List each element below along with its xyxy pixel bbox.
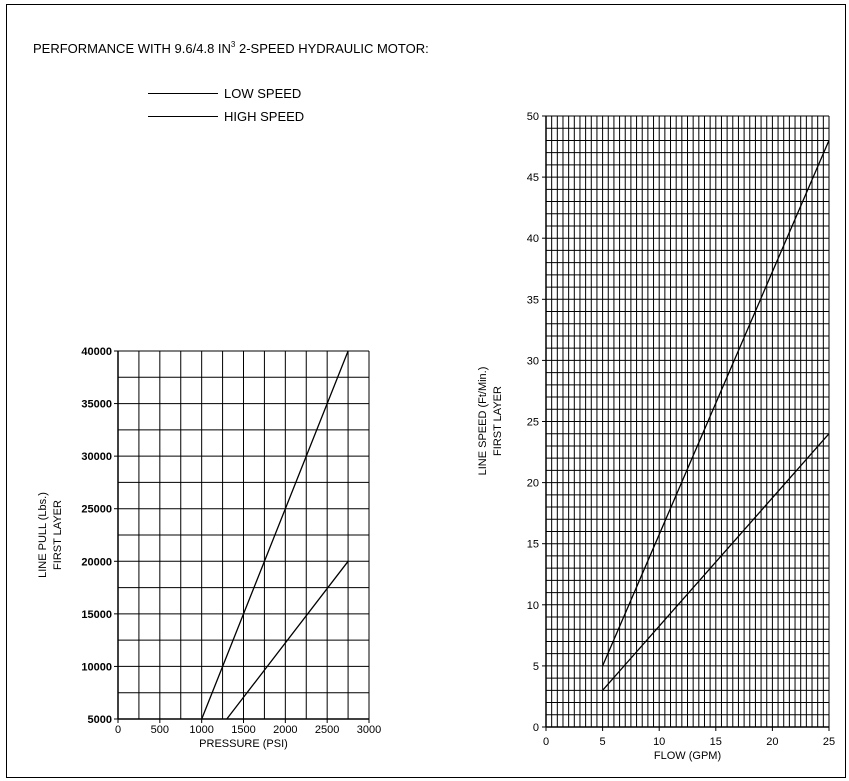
left-y-tick-label: 20000 [81,556,112,568]
right-x-tick-label: 20 [766,736,778,748]
right-y-tick-label: 40 [527,233,539,245]
left-series-low-speed [201,350,349,720]
right-y-tick-label: 5 [533,661,539,673]
left-y-tick-label: 35000 [81,399,112,411]
left-x-tick-label: 1500 [231,724,255,736]
right-chart: 0 5 10 15 20 25 0 5 10 15 20 25 30 35 40 45 50 FLOW (GPM)… [477,111,835,762]
left-y-tick-label: 40000 [81,346,112,358]
figure-frame [6,4,846,778]
left-y-tick-label: 10000 [81,661,112,673]
left-x-tick-label: 1000 [189,724,213,736]
left-x-tick-label: 500 [151,724,169,736]
left-x-axis-label: PRESSURE (PSI) [199,738,288,750]
right-y-axis-label-line1: LINE SPEED (Ft/Min.) [477,367,489,476]
figure-title: PERFORMANCE WITH 9.6/4.8 IN3 2-SPEED HYD… [33,40,429,56]
right-x-tick-label: 5 [600,736,606,748]
left-y-axis-label-line1: LINE PULL (Lbs.) [37,492,49,578]
right-y-tick-label: 15 [527,539,539,551]
right-y-tick-label: 20 [527,478,539,490]
right-y-tick-label: 35 [527,294,539,306]
legend-label-low-speed: LOW SPEED [224,86,302,101]
left-series-high-speed [226,560,349,720]
left-x-tick-label: 0 [115,724,121,736]
right-x-tick-label: 15 [710,736,722,748]
right-y-tick-label: 10 [527,600,539,612]
left-y-tick-label: 25000 [81,504,112,516]
right-x-tick-label: 0 [543,736,549,748]
right-y-tick-label: 25 [527,417,539,429]
left-x-tick-label: 2000 [273,724,297,736]
left-chart: 0 500 1000 1500 2000 2500 3000 5000 10000 15000 20… [37,346,381,750]
legend-line-high-speed [148,116,218,117]
legend-label-high-speed: HIGH SPEED [224,109,305,124]
right-y-tick-label: 50 [527,111,539,123]
right-y-tick-label: 0 [533,722,539,734]
right-y-tick-label: 45 [527,172,539,184]
legend-line-low-speed [148,93,218,94]
left-y-tick-label: 15000 [81,609,112,621]
right-x-axis-label: FLOW (GPM) [654,750,721,762]
left-y-tick-label: 5000 [88,714,112,726]
left-x-tick-label: 2500 [315,724,339,736]
right-series-high-speed [602,140,830,667]
right-x-tick-label: 25 [823,736,835,748]
left-y-tick-label: 30000 [81,451,112,463]
left-y-axis-label-line2: FIRST LAYER [52,500,64,570]
right-y-tick-label: 30 [527,355,539,367]
right-series-low-speed [602,433,830,691]
right-x-tick-label: 10 [653,736,665,748]
right-y-axis-label-line2: FIRST LAYER [492,386,504,456]
left-x-tick-label: 3000 [357,724,381,736]
